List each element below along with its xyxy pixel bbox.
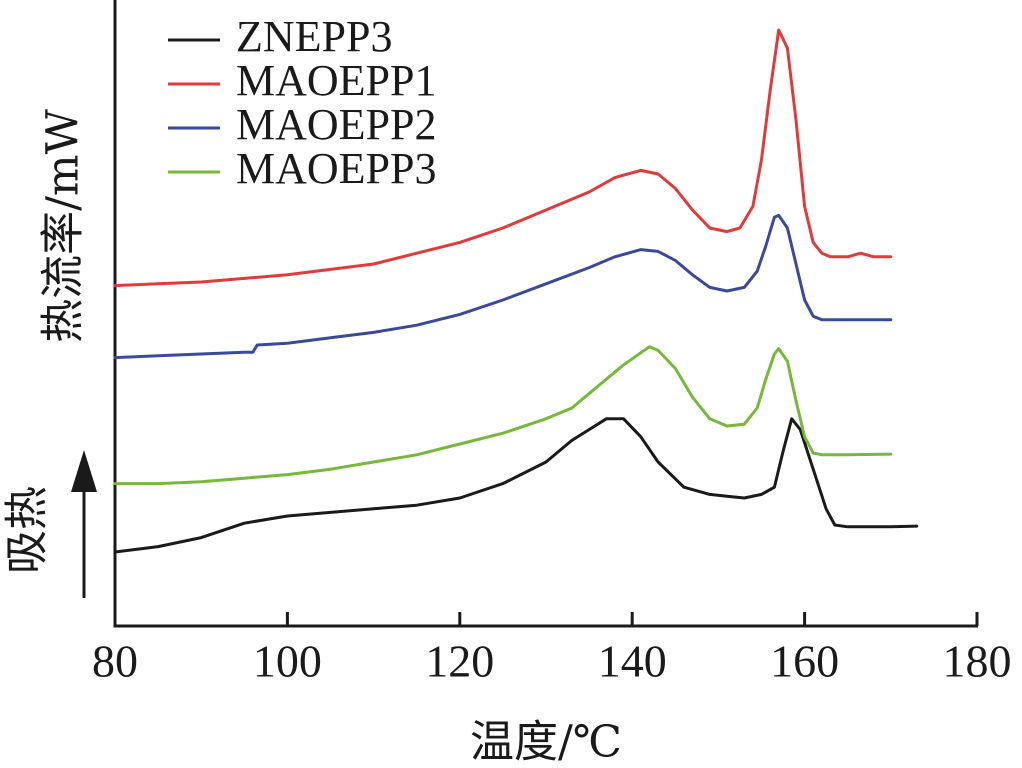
endotherm-label: 吸热 bbox=[2, 486, 53, 574]
series-line-maoepp2 bbox=[113, 213, 893, 360]
legend-label: MAOEPP1 bbox=[236, 56, 437, 105]
x-tick-label: 140 bbox=[598, 636, 667, 687]
legend-label: ZNEPP3 bbox=[236, 12, 392, 61]
legend-label: MAOEPP2 bbox=[236, 100, 437, 149]
x-axis-title: 温度/℃ bbox=[470, 717, 622, 768]
x-axis-ticks: 80 100 120 140 160 180 bbox=[92, 612, 1012, 687]
x-tick-label: 120 bbox=[425, 636, 494, 687]
series-line-maoepp1 bbox=[113, 28, 893, 288]
series-line-znepp3 bbox=[113, 417, 919, 554]
series-line-maoepp3 bbox=[113, 345, 893, 486]
endotherm-indicator: 吸热 bbox=[2, 450, 97, 598]
series-group bbox=[113, 28, 919, 554]
x-tick-label: 80 bbox=[92, 636, 138, 687]
up-arrow-icon bbox=[71, 450, 97, 492]
x-tick-label: 160 bbox=[770, 636, 839, 687]
x-tick-label: 100 bbox=[253, 636, 322, 687]
x-tick-label: 180 bbox=[943, 636, 1012, 687]
y-axis-title: 热流率/mW bbox=[38, 108, 89, 343]
legend-label: MAOEPP3 bbox=[236, 144, 437, 193]
